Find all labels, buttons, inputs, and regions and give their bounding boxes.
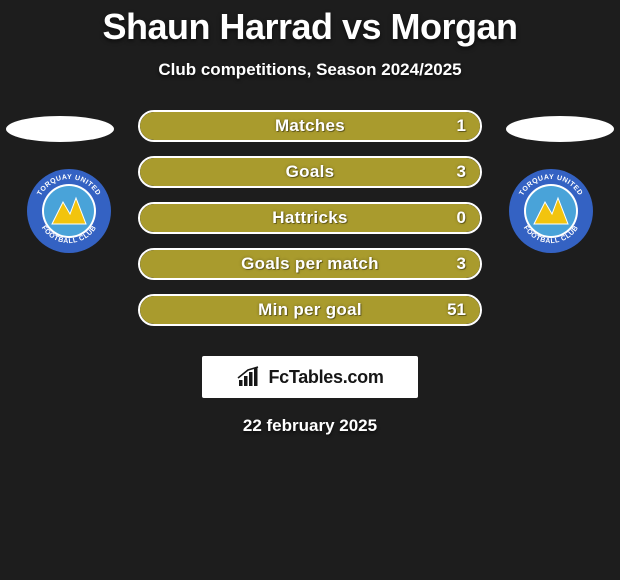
stat-label: Min per goal	[140, 296, 480, 324]
bar-chart-icon	[236, 366, 262, 388]
date-text: 22 february 2025	[243, 416, 377, 436]
stat-bar-hattricks: Hattricks 0	[138, 202, 482, 234]
brand-logo-box: FcTables.com	[202, 356, 418, 398]
content-wrapper: Shaun Harrad vs Morgan Club competitions…	[0, 0, 620, 580]
stat-label: Goals	[140, 158, 480, 186]
page-subtitle: Club competitions, Season 2024/2025	[158, 60, 461, 80]
stat-label: Goals per match	[140, 250, 480, 278]
stat-value-right: 3	[457, 158, 466, 186]
stat-bar-goals: Goals 3	[138, 156, 482, 188]
comparison-area: TORQUAY UNITED FOOTBALL CLUB TORQUAY UNI…	[0, 110, 620, 340]
player-oval-right	[506, 116, 614, 142]
club-badge-left: TORQUAY UNITED FOOTBALL CLUB	[26, 168, 112, 254]
brand-text: FcTables.com	[268, 367, 383, 388]
stat-bar-min-per-goal: Min per goal 51	[138, 294, 482, 326]
stat-value-right: 3	[457, 250, 466, 278]
stat-label: Matches	[140, 112, 480, 140]
page-title: Shaun Harrad vs Morgan	[102, 6, 517, 48]
player-oval-left	[6, 116, 114, 142]
club-badge-right: TORQUAY UNITED FOOTBALL CLUB	[508, 168, 594, 254]
stat-bar-goals-per-match: Goals per match 3	[138, 248, 482, 280]
stat-bars: Matches 1 Goals 3 Hattricks 0 Goals per …	[138, 110, 482, 326]
stat-value-right: 0	[457, 204, 466, 232]
stat-value-right: 1	[457, 112, 466, 140]
stat-label: Hattricks	[140, 204, 480, 232]
stat-value-right: 51	[447, 296, 466, 324]
stat-bar-matches: Matches 1	[138, 110, 482, 142]
